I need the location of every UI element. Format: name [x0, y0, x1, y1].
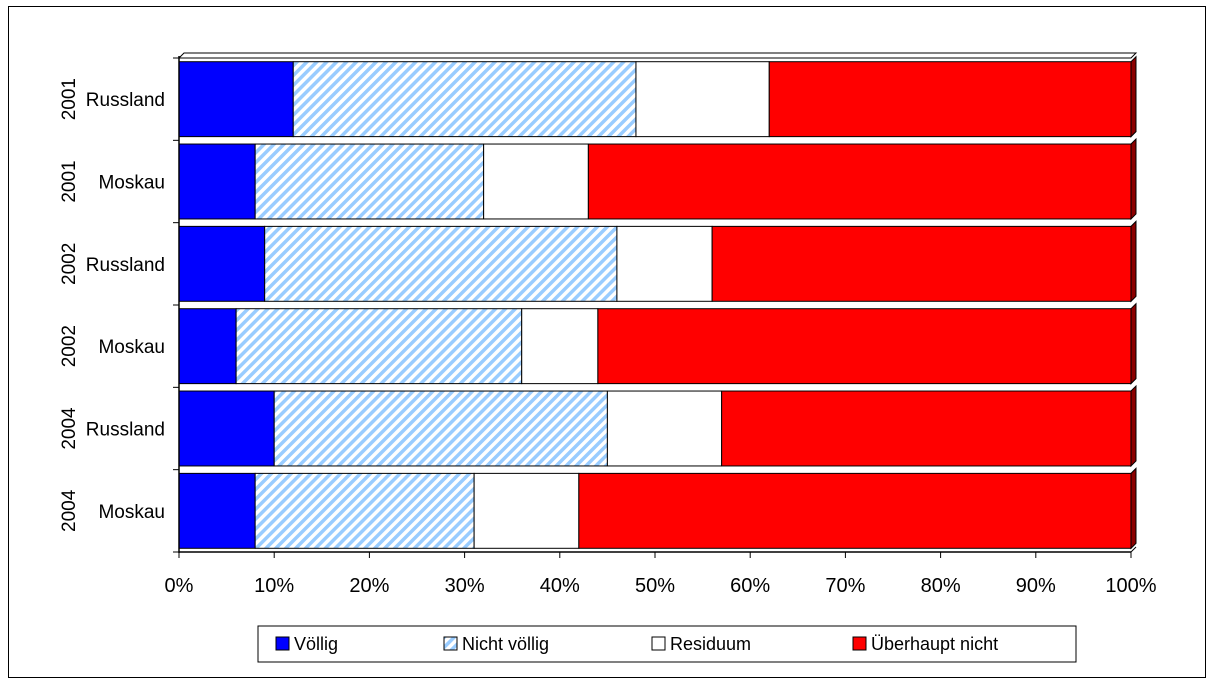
bar-segment-nicht-völlig — [235, 308, 523, 385]
category-year-label: 2001 — [59, 160, 80, 202]
legend-swatch — [852, 636, 867, 651]
bar-segment-nicht-völlig — [292, 61, 637, 138]
bar-segment-völlig — [178, 472, 256, 549]
bar-segment-völlig — [178, 390, 275, 467]
x-tick-label: 90% — [1016, 575, 1056, 597]
bar-segment-überhaupt-nicht — [578, 472, 1132, 549]
category-region-label: Moskau — [98, 502, 165, 523]
category-region-label: Moskau — [98, 337, 165, 358]
bar-segment-völlig — [178, 225, 266, 302]
x-tick-labels-group: 0% 10% 20% 30% 40% 50% 60% 70% 80% 90% 100% — [165, 575, 1157, 597]
bar-segment-völlig — [178, 308, 237, 385]
category-year-label: 2002 — [59, 325, 80, 367]
legend-swatch — [651, 636, 666, 651]
bar-segment-nicht-völlig — [264, 225, 618, 302]
bar-side-face — [1130, 384, 1137, 468]
legend-swatch — [275, 636, 290, 651]
x-axis-depth-edge — [1130, 546, 1137, 553]
bar-segment-residuum — [616, 225, 713, 302]
legend-label: Residuum — [670, 634, 751, 654]
bar-segment-nicht-völlig — [254, 143, 485, 220]
category-year-label: 2004 — [59, 407, 80, 450]
bar-segment-residuum — [473, 472, 580, 549]
legend-label: Überhaupt nicht — [871, 634, 998, 654]
x-tick-label: 100% — [1105, 575, 1156, 597]
x-tick-label: 60% — [730, 575, 770, 597]
category-year-label: 2001 — [59, 78, 80, 120]
bar-segment-residuum — [483, 143, 589, 220]
bar-segment-nicht-völlig — [273, 390, 608, 467]
bar-segment-überhaupt-nicht — [721, 390, 1132, 467]
bar-side-face — [1130, 302, 1137, 385]
plot-back-wall — [177, 52, 1138, 59]
category-year-label: 2002 — [59, 243, 80, 285]
bar-segment-residuum — [606, 390, 723, 467]
bars-group — [178, 55, 1137, 550]
category-region-label: Russland — [86, 255, 165, 276]
legend-label: Völlig — [294, 634, 338, 654]
legend: Völlig Nicht völlig Residuum Überhaupt nich… — [257, 625, 1077, 663]
bar-segment-überhaupt-nicht — [711, 225, 1132, 302]
bar-segment-völlig — [178, 61, 294, 138]
bar-segment-residuum — [635, 61, 770, 138]
bar-segment-überhaupt-nicht — [597, 308, 1132, 385]
category-region-label: Russland — [86, 90, 165, 111]
category-labels-group: Russland 2001 Moskau 2001 Russland 2002 Moskau… — [59, 78, 165, 532]
bar-segment-residuum — [521, 308, 599, 385]
bar-side-face — [1130, 55, 1137, 138]
bar-segment-völlig — [178, 143, 256, 220]
legend-label: Nicht völlig — [462, 634, 549, 654]
category-region-label: Moskau — [98, 173, 165, 194]
bar-side-face — [1130, 467, 1137, 550]
bar-side-face — [1130, 220, 1137, 303]
category-year-label: 2004 — [59, 489, 80, 532]
category-region-label: Russland — [86, 420, 165, 441]
x-tick-label: 20% — [349, 575, 389, 597]
x-tick-label: 0% — [165, 575, 194, 597]
bar-segment-überhaupt-nicht — [587, 143, 1132, 220]
x-tick-label: 50% — [635, 575, 675, 597]
x-tick-label: 30% — [445, 575, 485, 597]
x-tick-label: 40% — [540, 575, 580, 597]
x-tick-label: 70% — [825, 575, 865, 597]
legend-swatch — [443, 636, 458, 651]
bar-segment-nicht-völlig — [254, 472, 475, 549]
axes-group — [173, 52, 1138, 558]
x-tick-label: 10% — [254, 575, 294, 597]
x-tick-label: 80% — [921, 575, 961, 597]
legend-box — [257, 625, 1077, 663]
bar-segment-überhaupt-nicht — [768, 61, 1132, 138]
bar-side-face — [1130, 137, 1137, 221]
